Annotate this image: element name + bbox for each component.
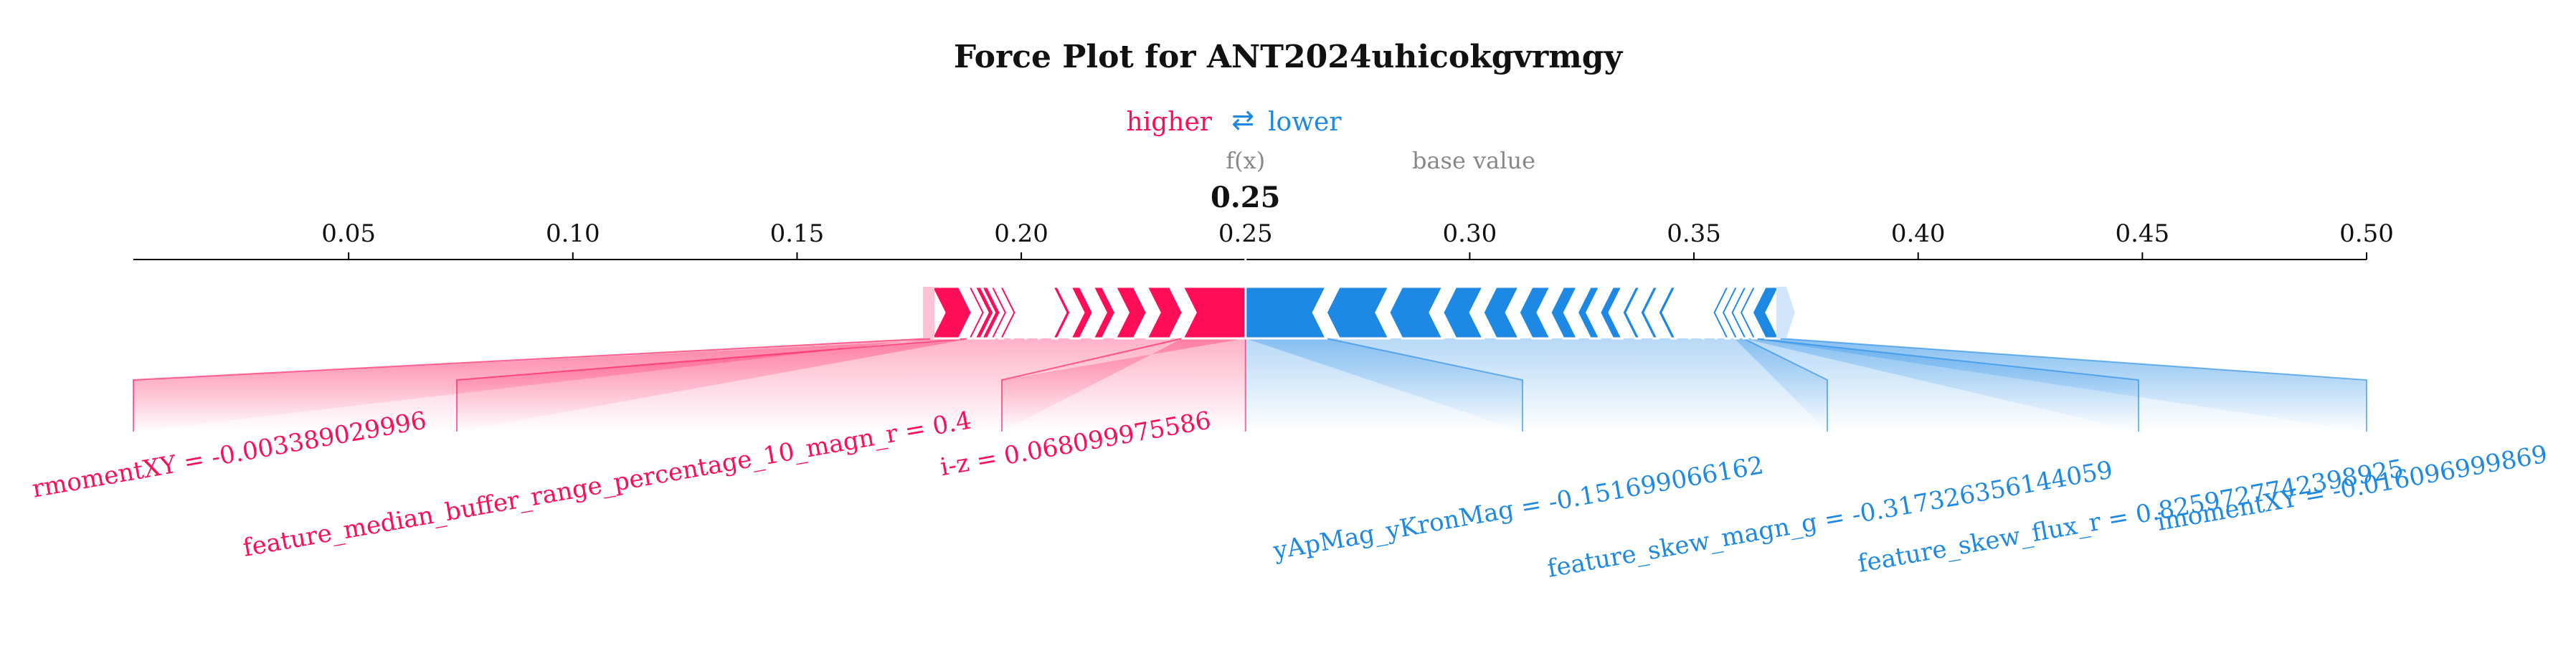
negative-force-segment xyxy=(1244,285,1328,340)
negative-force-segment xyxy=(1675,285,1692,340)
negative-force-segment xyxy=(1711,285,1731,340)
tick-label: 0.45 xyxy=(2115,219,2169,248)
positive-force-segment xyxy=(929,285,973,340)
negative-force-segment xyxy=(1738,285,1758,340)
legend-arrow-icon: ⇄ xyxy=(1231,104,1254,135)
label-fans xyxy=(133,338,2367,432)
negative-force-segment xyxy=(1388,285,1445,340)
negative-force-segment xyxy=(1639,285,1660,340)
label-fan xyxy=(1743,338,2139,432)
positive-force-segment xyxy=(1010,285,1028,340)
positive-force-segment xyxy=(1113,285,1148,340)
positive-force-segment xyxy=(1069,285,1094,340)
negative-force-segment xyxy=(1441,285,1485,340)
positive-force-segment xyxy=(1091,285,1117,340)
label-fan xyxy=(1734,338,1827,432)
label-connector xyxy=(1001,338,1183,432)
label-fan xyxy=(1245,338,1523,432)
positive-force-segment xyxy=(998,285,1018,340)
negative-force-segment xyxy=(1701,285,1718,340)
tick-label: 0.35 xyxy=(1667,219,1721,248)
force-bars xyxy=(923,285,1795,340)
positive-force-segment xyxy=(1051,285,1072,340)
negative-force-segment xyxy=(1729,285,1749,340)
tick-label: 0.30 xyxy=(1443,219,1497,248)
feature-label: feature_skew_flux_r = 0.8259727742398925 xyxy=(1856,454,2406,578)
positive-force-segment xyxy=(988,285,1009,340)
negative-force-segment xyxy=(1325,285,1391,340)
base-value-label: base value xyxy=(1412,147,1535,174)
tick-label: 0.50 xyxy=(2339,219,2394,248)
label-connector xyxy=(1326,338,1523,432)
fx-value: 0.25 xyxy=(1211,181,1280,214)
tick-label: 0.25 xyxy=(1218,219,1273,248)
negative-tail xyxy=(1776,287,1795,338)
label-fan xyxy=(133,338,972,432)
tick-label: 0.20 xyxy=(994,219,1048,248)
tick-label: 0.40 xyxy=(1891,219,1946,248)
legend-higher: higher xyxy=(1127,108,1213,137)
negative-force-segment xyxy=(1657,285,1678,340)
fx-label: f(x) xyxy=(1226,147,1265,174)
label-fan xyxy=(1001,338,1246,432)
negative-force-segment xyxy=(1482,285,1521,340)
label-fan xyxy=(1752,338,2367,432)
label-connector xyxy=(133,338,932,432)
tick-label: 0.05 xyxy=(321,219,376,248)
positive-force-segment xyxy=(1180,285,1247,340)
x-axis: 0.05 0.10 0.15 0.20 0.25 0.30 0.35 0.40 0.45 0.50 xyxy=(133,219,2394,432)
label-connector xyxy=(1743,338,1828,432)
positive-force-segment xyxy=(1145,285,1184,340)
negative-force-segment xyxy=(1621,285,1642,340)
positive-force-segment xyxy=(972,285,995,340)
negative-force-segment xyxy=(1549,285,1579,340)
negative-force-segment xyxy=(1751,285,1781,340)
negative-force-segment xyxy=(1720,285,1741,340)
legend-lower: lower xyxy=(1268,108,1342,137)
negative-force-segment xyxy=(1688,285,1705,340)
positive-tail xyxy=(923,287,935,338)
tick-label: 0.15 xyxy=(770,219,825,248)
chart-title: Force Plot for ANT2024uhicokgvrmgy xyxy=(954,39,1624,75)
positive-force-segment xyxy=(966,285,986,340)
tick-label: 0.10 xyxy=(546,219,600,248)
negative-force-segment xyxy=(1517,285,1553,340)
legend: higher ⇄ lower xyxy=(1127,104,1343,137)
label-connector xyxy=(1779,338,2367,432)
feature-labels: i-z = 0.068099975586feature_median_buffe… xyxy=(30,406,2549,583)
negative-force-segment xyxy=(1576,285,1602,340)
positive-force-segment xyxy=(1023,285,1041,340)
positive-force-segment xyxy=(1037,285,1054,340)
negative-force-segment xyxy=(1599,285,1624,340)
label-fan xyxy=(456,338,981,432)
